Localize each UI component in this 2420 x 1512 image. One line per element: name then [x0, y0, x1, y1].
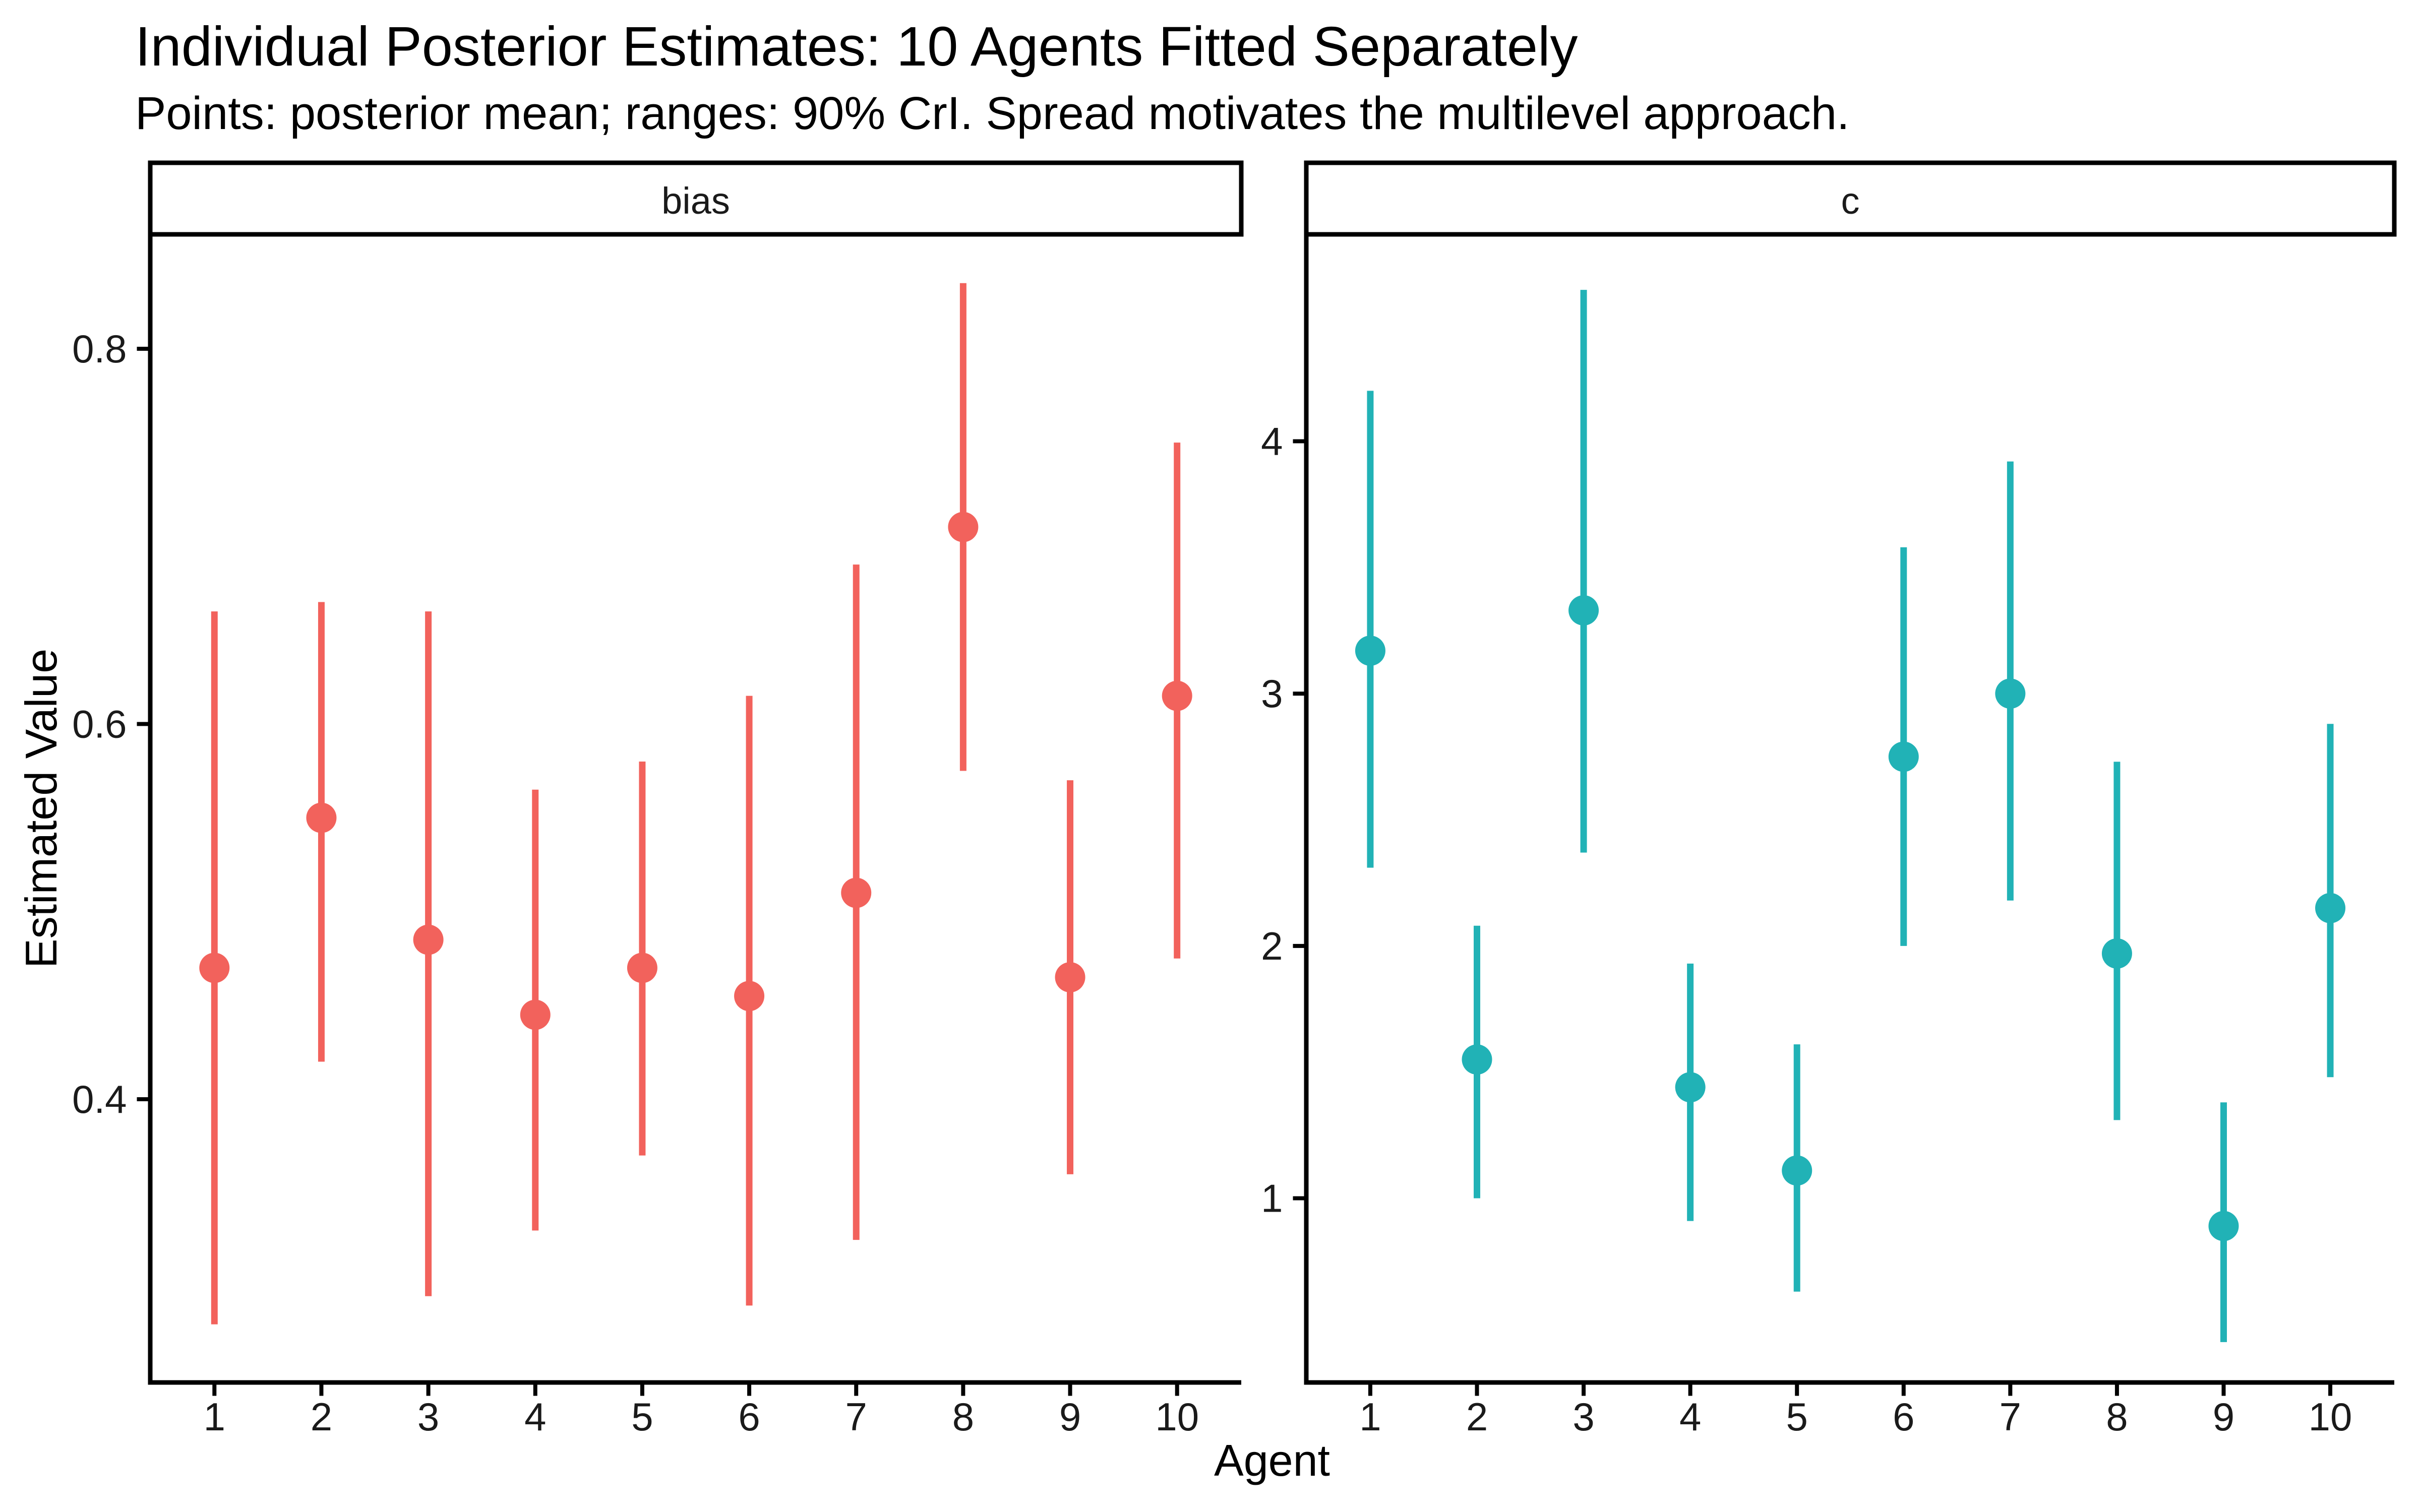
point-bias-agent-1	[199, 953, 230, 983]
point-c-agent-2	[1462, 1044, 1492, 1075]
x-tick-label-bias-9: 9	[1059, 1395, 1081, 1439]
plot-panels: bias 0.4 0.6 0.8 1 2 3 4 5 6 7 8 9 10 c 1 2 3 4 1 2 3 4 5 6 7 8 9 10	[72, 160, 2397, 1439]
chart-subtitle: Points: posterior mean; ranges: 90% CrI.…	[135, 88, 1850, 139]
x-tick-label-c-4: 4	[1679, 1395, 1701, 1439]
x-tick-label-bias-8: 8	[952, 1395, 974, 1439]
facet-strip-c	[1304, 160, 2397, 237]
strip-label-c: c	[1841, 180, 1860, 222]
point-c-agent-3	[1568, 595, 1599, 625]
point-c-agent-6	[1888, 741, 1919, 772]
x-tick-label-c-3: 3	[1572, 1395, 1594, 1439]
point-bias-agent-7	[841, 877, 872, 908]
point-c-agent-7	[1995, 678, 2026, 709]
point-bias-agent-4	[520, 999, 551, 1030]
x-tick-label-bias-10: 10	[1155, 1395, 1199, 1439]
point-bias-agent-6	[734, 981, 765, 1012]
y-tick-label-c: 3	[1261, 671, 1283, 716]
y-tick-label-c: 2	[1261, 924, 1283, 968]
strip-label-bias: bias	[661, 180, 730, 222]
y-tick-label-c: 4	[1261, 419, 1283, 464]
x-tick-label-bias-2: 2	[311, 1395, 332, 1439]
point-c-agent-8	[2101, 938, 2132, 969]
point-c-agent-1	[1355, 636, 1385, 666]
point-c-agent-4	[1675, 1072, 1706, 1103]
y-tick-label-bias: 0.6	[72, 702, 127, 746]
x-tick-label-bias-3: 3	[417, 1395, 439, 1439]
point-bias-agent-2	[306, 802, 337, 833]
x-tick-label-c-8: 8	[2106, 1395, 2128, 1439]
x-tick-label-c-5: 5	[1786, 1395, 1808, 1439]
facet-strip-bias	[148, 160, 1244, 237]
x-tick-label-bias-7: 7	[845, 1395, 867, 1439]
point-c-agent-10	[2315, 893, 2346, 923]
point-bias-agent-5	[627, 953, 657, 983]
point-bias-agent-3	[413, 924, 444, 955]
x-tick-label-bias-4: 4	[524, 1395, 546, 1439]
y-axis-title: Estimated Value	[16, 649, 66, 968]
x-tick-label-c-10: 10	[2309, 1395, 2352, 1439]
x-tick-label-bias-5: 5	[631, 1395, 653, 1439]
point-bias-agent-10	[1162, 680, 1192, 711]
y-tick-label-bias: 0.8	[72, 327, 127, 371]
x-tick-label-c-2: 2	[1466, 1395, 1488, 1439]
x-tick-label-bias-1: 1	[204, 1395, 225, 1439]
point-bias-agent-9	[1055, 962, 1085, 992]
chart-title: Individual Posterior Estimates: 10 Agent…	[135, 16, 1578, 78]
x-axis-title: Agent	[1214, 1435, 1330, 1485]
x-tick-label-c-6: 6	[1893, 1395, 1914, 1439]
point-bias-agent-8	[948, 512, 979, 542]
y-tick-label-bias: 0.4	[72, 1077, 127, 1121]
x-tick-label-c-7: 7	[2000, 1395, 2021, 1439]
x-tick-label-bias-6: 6	[738, 1395, 760, 1439]
point-c-agent-5	[1782, 1155, 1812, 1186]
x-tick-label-c-1: 1	[1359, 1395, 1381, 1439]
point-c-agent-9	[2208, 1211, 2239, 1241]
x-tick-label-c-9: 9	[2213, 1395, 2234, 1439]
y-tick-label-c: 1	[1261, 1176, 1283, 1221]
